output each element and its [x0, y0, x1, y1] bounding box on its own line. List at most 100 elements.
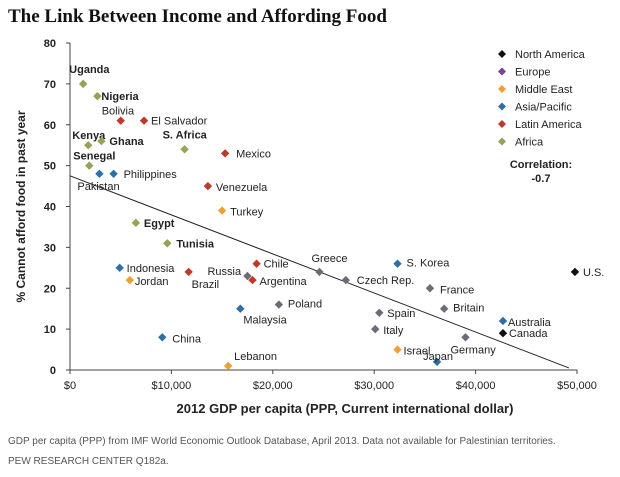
label-canada: Canada	[509, 328, 548, 340]
point-israel	[393, 345, 402, 354]
point-indonesia	[115, 263, 124, 273]
label-mexico: Mexico	[236, 148, 271, 160]
point-bolivia	[116, 116, 125, 125]
label-senegal: Senegal	[73, 151, 115, 163]
page-title: The Link Between Income and Affording Fo…	[8, 6, 387, 27]
label-greece: Greece	[311, 253, 347, 265]
label-australia: Australia	[508, 317, 552, 329]
point-jordan	[125, 275, 135, 285]
y-tick-label: 20	[44, 283, 56, 295]
point-russia	[243, 271, 252, 281]
label-el-salvador: El Salvador	[151, 116, 208, 128]
y-tick-label: 70	[44, 79, 56, 91]
point-venezuela	[203, 181, 213, 191]
label-italy: Italy	[383, 325, 404, 337]
label-indonesia: Indonesia	[127, 263, 176, 275]
label-argentina: Argentina	[260, 276, 308, 288]
point-mexico	[220, 149, 230, 158]
label-jordan: Jordan	[135, 276, 169, 288]
y-tick-label: 40	[44, 202, 56, 214]
legend-marker-middle-east	[498, 85, 506, 93]
legend-label-north-america: North America	[515, 49, 586, 61]
legend-marker-latin-america	[498, 120, 506, 128]
point-china	[158, 333, 167, 342]
point-canada	[498, 329, 508, 338]
x-tick-label: $40,000	[456, 380, 496, 392]
point-tunisia	[163, 239, 172, 248]
label-philippines: Philippines	[124, 169, 178, 181]
y-tick-label: 80	[44, 38, 56, 50]
footnote: GDP per capita (PPP) from IMF World Econ…	[8, 436, 556, 447]
legend-label-latin-america: Latin America	[515, 119, 583, 131]
label-u-s: U.S.	[583, 267, 604, 279]
label-lebanon: Lebanon	[234, 351, 277, 363]
point-pakistan	[95, 169, 104, 178]
point-s-africa	[180, 145, 189, 154]
label-germany: Germany	[450, 344, 496, 356]
y-axis-label: % Cannot afford food in past year	[14, 110, 28, 302]
y-tick-label: 10	[44, 324, 56, 336]
legend-label-asia-pacific: Asia/Pacific	[515, 102, 572, 114]
y-tick-label: 60	[44, 120, 56, 132]
label-russia: Russia	[207, 266, 242, 278]
correlation-label: Correlation:	[510, 159, 572, 171]
x-tick-label: $50,000	[557, 380, 597, 392]
point-australia	[498, 316, 508, 326]
point-chile	[252, 259, 261, 268]
point-el-salvador	[139, 116, 149, 125]
point-s-korea	[393, 259, 402, 268]
y-tick-label: 50	[44, 161, 56, 173]
point-italy	[371, 324, 380, 334]
y-tick-label: 30	[44, 242, 56, 254]
point-greece	[315, 267, 324, 277]
label-israel: Israel	[404, 346, 431, 358]
label-s-africa: S. Africa	[163, 129, 208, 141]
point-spain	[375, 308, 384, 317]
point-nigeria	[93, 91, 102, 101]
point-japan	[432, 357, 442, 367]
point-malaysia	[236, 304, 245, 313]
point-uganda	[78, 79, 88, 89]
point-argentina	[248, 275, 257, 285]
label-france: France	[440, 284, 474, 296]
point-egypt	[131, 218, 141, 228]
point-france	[425, 284, 435, 293]
point-czech-rep	[341, 275, 351, 285]
point-brazil	[184, 267, 193, 277]
label-britain: Britain	[453, 303, 484, 315]
label-spain: Spain	[387, 308, 415, 320]
label-egypt: Egypt	[144, 218, 175, 230]
label-ghana: Ghana	[109, 136, 144, 148]
label-poland: Poland	[288, 299, 322, 311]
label-czech-rep: Czech Rep.	[357, 275, 414, 287]
point-poland	[274, 300, 284, 309]
label-china: China	[172, 333, 202, 345]
legend-marker-africa	[498, 137, 506, 146]
y-tick-label: 0	[50, 365, 56, 377]
label-japan: Japan	[423, 351, 453, 363]
point-u-s	[570, 267, 580, 277]
point-germany	[461, 333, 470, 342]
label-tunisia: Tunisia	[176, 238, 215, 250]
label-malaysia: Malaysia	[243, 315, 287, 327]
label-pakistan: Pakistan	[77, 181, 119, 193]
legend-marker-europe	[498, 67, 506, 76]
point-philippines	[109, 169, 118, 178]
legend-label-africa: Africa	[515, 137, 544, 149]
label-bolivia: Bolivia	[102, 106, 135, 118]
legend-label-europe: Europe	[515, 67, 550, 79]
legend-marker-asia-pacific	[498, 102, 506, 111]
legend-marker-north-america	[498, 50, 506, 58]
label-s-korea: S. Korea	[407, 258, 451, 270]
label-turkey: Turkey	[230, 207, 264, 219]
x-tick-label: $10,000	[152, 380, 192, 392]
x-axis-label: 2012 GDP per capita (PPP, Current intern…	[176, 401, 514, 416]
x-tick-label: $20,000	[253, 380, 293, 392]
point-lebanon	[223, 361, 233, 371]
point-ghana	[97, 136, 106, 146]
x-tick-label: $0	[64, 380, 76, 392]
label-venezuela: Venezuela	[216, 182, 268, 194]
point-turkey	[217, 206, 227, 215]
label-brazil: Brazil	[192, 279, 220, 291]
